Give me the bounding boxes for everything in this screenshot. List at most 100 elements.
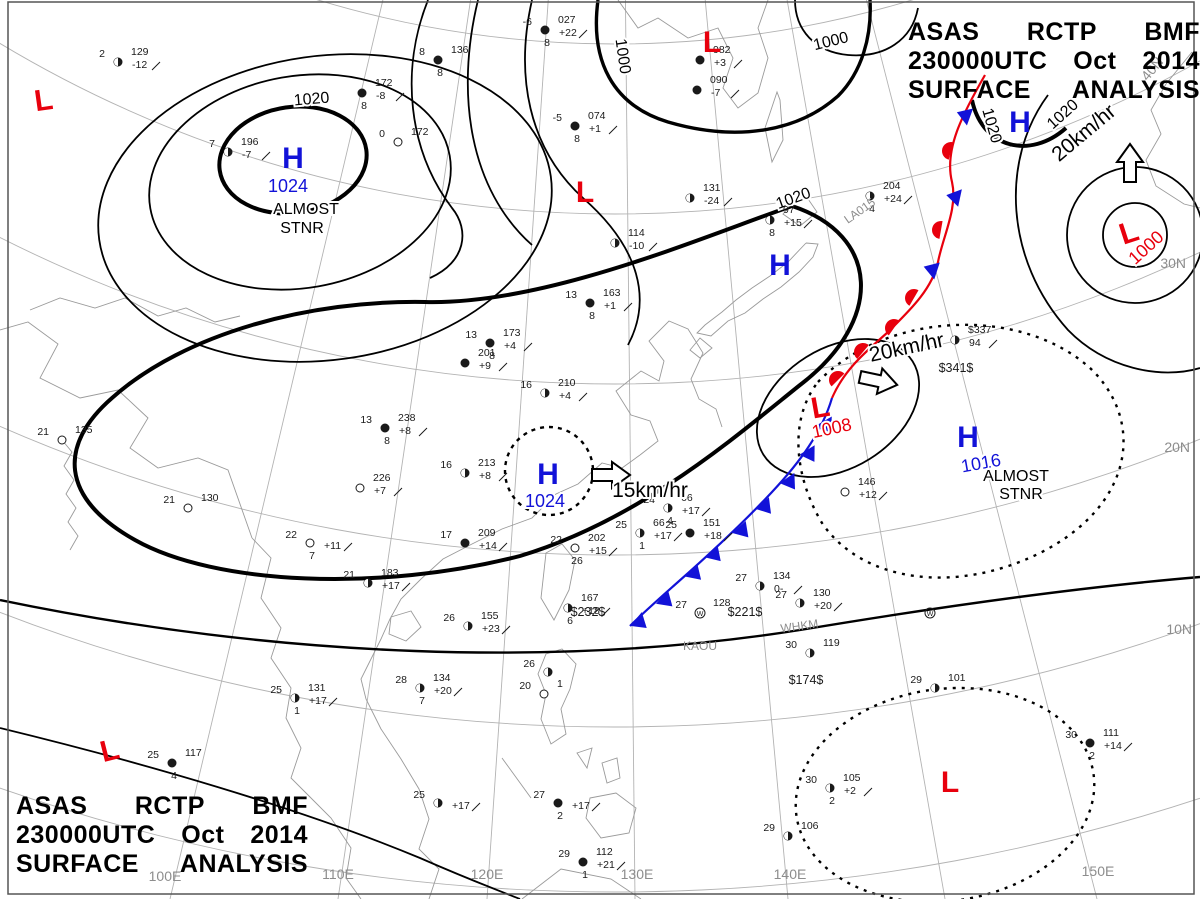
chart-title-bottom-left: ASAS RCTP BMF 230000UTC Oct 2014 SURFACE… bbox=[16, 792, 308, 879]
pressure-letter: L bbox=[97, 733, 123, 769]
station-change: +8 bbox=[399, 425, 411, 437]
station-temp: 22 bbox=[550, 534, 562, 546]
station-plot: 27 130+20 bbox=[775, 587, 843, 612]
station-tick bbox=[733, 59, 743, 69]
station-plot: 21 183+17 bbox=[343, 567, 411, 592]
station-symbol-half bbox=[766, 216, 770, 224]
station-pressure: 135 bbox=[75, 424, 93, 436]
station-change: -10 bbox=[629, 240, 644, 252]
station-symbol-half bbox=[224, 148, 228, 156]
station-low-group: 8 bbox=[489, 350, 495, 362]
station-pressure: 114 bbox=[628, 227, 645, 239]
warm-front-semicircle bbox=[942, 142, 954, 160]
title-word: BMF bbox=[1144, 18, 1200, 46]
station-plot: 29 106 bbox=[763, 820, 819, 841]
station-symbol bbox=[355, 483, 365, 493]
station-plot: 25 131+17 1 bbox=[270, 682, 338, 717]
station-tick bbox=[648, 242, 658, 252]
station-temp: 21 bbox=[163, 494, 175, 506]
station-symbol bbox=[1085, 738, 1095, 748]
title-word: ANALYSIS bbox=[179, 850, 308, 878]
station-tick bbox=[878, 491, 888, 501]
station-pressure: 074 bbox=[588, 110, 606, 122]
station-plot: 22 +11 7 bbox=[285, 529, 353, 562]
isobar bbox=[794, 686, 1096, 899]
station-symbol-half bbox=[541, 389, 545, 397]
station-plot: 29 112+21 1 bbox=[558, 846, 626, 881]
title-word: 230000UTC bbox=[908, 47, 1048, 75]
title-word: BMF bbox=[252, 792, 308, 820]
pressure-letter: L bbox=[32, 83, 55, 118]
station-symbol-half bbox=[866, 192, 870, 200]
station-symbol-half bbox=[416, 684, 420, 692]
station-plot: W 27 128 bbox=[675, 597, 731, 619]
station-change: +4 bbox=[504, 340, 516, 352]
station-plot: -5 074+1 8 bbox=[553, 110, 618, 145]
fronts bbox=[629, 74, 986, 628]
station-symbol bbox=[695, 55, 705, 65]
station-tick bbox=[623, 302, 633, 312]
station-pressure: 101 bbox=[948, 672, 966, 684]
station-tick bbox=[591, 802, 601, 812]
station-plot: 25 66+171 bbox=[615, 517, 683, 552]
cold-front-triangle bbox=[732, 520, 749, 538]
station-change: +4 bbox=[559, 390, 571, 402]
station-temp: 17 bbox=[440, 529, 452, 541]
station-pressure: 027 bbox=[558, 14, 576, 26]
station-low-group: 4 bbox=[667, 515, 673, 527]
low-pressure-center: L bbox=[703, 26, 721, 59]
station-plot: 204+24 4 bbox=[865, 180, 913, 215]
ship-symbol-letter: W bbox=[927, 611, 934, 618]
station-temp: 21 bbox=[37, 426, 49, 438]
coastline bbox=[251, 537, 362, 899]
station-symbol bbox=[553, 798, 563, 808]
station-symbol bbox=[183, 503, 193, 513]
station-pressure: 204 bbox=[883, 180, 901, 192]
occluded-front-line bbox=[830, 74, 986, 399]
station-symbol bbox=[540, 25, 550, 35]
station-change: -7 bbox=[242, 149, 251, 161]
isobar bbox=[217, 104, 369, 216]
station-symbol-half bbox=[564, 604, 568, 612]
station-pressure: 136 bbox=[451, 44, 469, 56]
station-temp: -5 bbox=[553, 112, 562, 124]
cold-front-triangle bbox=[799, 445, 815, 462]
isobar bbox=[794, 0, 919, 57]
station-low-group: 4 bbox=[171, 770, 177, 782]
pressure-value: 1024 bbox=[268, 176, 308, 196]
station-temp: 27 bbox=[735, 572, 747, 584]
station-low-group: 2 bbox=[829, 795, 835, 807]
station-plot: 26 bbox=[523, 658, 553, 677]
coastline bbox=[360, 454, 641, 899]
station-change: +17 bbox=[309, 695, 327, 707]
station-symbol-half bbox=[826, 784, 830, 792]
station-symbol bbox=[840, 487, 850, 497]
low-pressure-center: L bbox=[32, 83, 55, 118]
station-symbol bbox=[570, 543, 580, 553]
station-symbol-half bbox=[636, 529, 640, 537]
station-temp: 29 bbox=[910, 674, 922, 686]
station-tick bbox=[730, 89, 740, 99]
map-border bbox=[7, 1, 1195, 895]
station-symbol-half bbox=[544, 668, 548, 676]
station-temp: 21 bbox=[343, 569, 355, 581]
station-pressure: 131 bbox=[308, 682, 326, 694]
station-plot: 146+12 bbox=[840, 476, 888, 501]
longitude-label: 150E bbox=[1082, 863, 1115, 879]
pressure-centers: H1024ALMOSTSTNRH1024HHH1016ALMOSTSTNRLLL… bbox=[32, 26, 1169, 799]
station-pressure: 97 bbox=[783, 204, 795, 216]
isobar bbox=[755, 338, 921, 478]
station-pressure: 982 bbox=[713, 44, 731, 56]
station-plot: 226+7 bbox=[355, 472, 403, 497]
station-tick bbox=[393, 487, 403, 497]
station-change: +20 bbox=[814, 600, 832, 612]
latitude-line bbox=[0, 42, 1200, 215]
title-word: RCTP bbox=[134, 792, 205, 820]
isobar bbox=[524, 0, 641, 346]
station-symbol-half bbox=[951, 336, 955, 344]
warm-front-semicircle bbox=[905, 289, 919, 306]
warm-front-semicircle bbox=[932, 221, 943, 239]
station-pressure: 201 bbox=[478, 347, 496, 359]
station-temp: 27 bbox=[775, 589, 787, 601]
warm-front-semicircle bbox=[854, 343, 869, 359]
